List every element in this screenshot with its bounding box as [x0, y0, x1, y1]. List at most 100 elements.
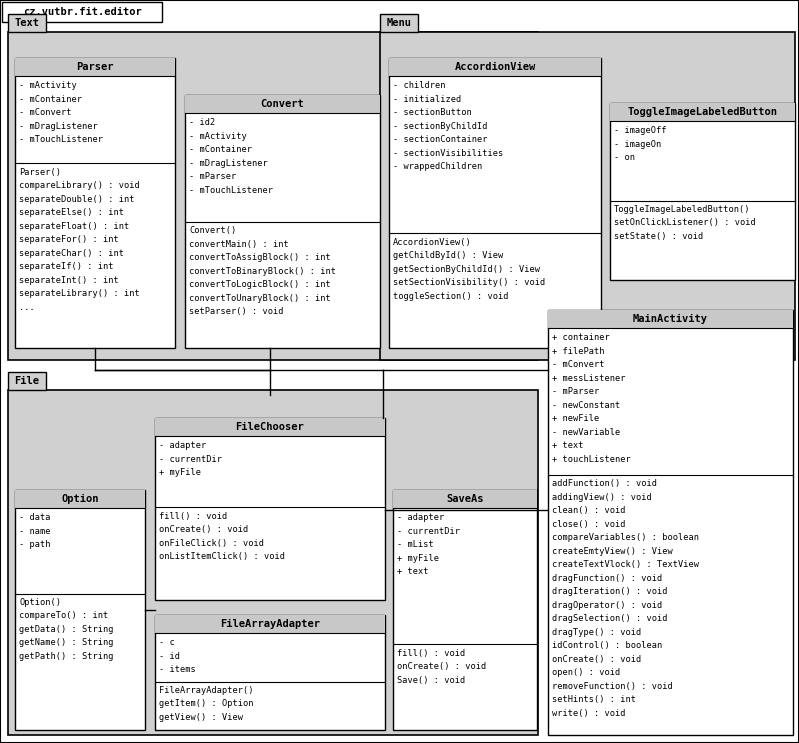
Bar [8, 390, 538, 735]
Text: write() : void: write() : void [552, 709, 626, 718]
Text: + filePath: + filePath [552, 347, 605, 356]
Text: Parser: Parser [76, 62, 113, 72]
Text: - mList: - mList [397, 540, 434, 549]
Text: - mDragListener: - mDragListener [189, 159, 268, 168]
Text: Convert: Convert [260, 99, 304, 109]
Bar [380, 32, 795, 360]
Text: convertToLogicBlock() : int: convertToLogicBlock() : int [189, 280, 331, 289]
Text: separateInt() : int: separateInt() : int [19, 276, 119, 285]
Text: - mParser: - mParser [189, 172, 237, 181]
Text: - children: - children [393, 81, 446, 90]
Bar [15, 58, 175, 348]
Text: dragType() : void: dragType() : void [552, 628, 642, 637]
Text: + container: + container [552, 334, 610, 343]
Text: setOnClickListener() : void: setOnClickListener() : void [614, 218, 756, 227]
Text: clean() : void: clean() : void [552, 506, 626, 515]
Text: getPath() : String: getPath() : String [19, 652, 113, 661]
Text: getView() : View: getView() : View [159, 713, 243, 721]
Text: - sectionButton: - sectionButton [393, 108, 471, 117]
Text: - mContainer: - mContainer [19, 95, 82, 104]
Text: - sectionContainer: - sectionContainer [393, 135, 487, 144]
Text: - newVariable: - newVariable [552, 428, 620, 437]
Text: onCreate() : void: onCreate() : void [397, 662, 487, 671]
Text: FileArrayAdapter(): FileArrayAdapter() [159, 686, 253, 695]
Text: getItem() : Option: getItem() : Option [159, 699, 253, 708]
Text: createTextVlock() : TextView: createTextVlock() : TextView [552, 560, 699, 569]
Text: dragSelection() : void: dragSelection() : void [552, 614, 667, 623]
Text: AccordionView(): AccordionView() [393, 238, 471, 247]
Bar [389, 58, 601, 348]
Bar [393, 490, 537, 730]
Text: Convert(): Convert() [189, 226, 237, 236]
Text: compareTo() : int: compareTo() : int [19, 611, 108, 620]
Bar [15, 490, 145, 508]
Text: separateIf() : int: separateIf() : int [19, 262, 113, 271]
Text: + messListener: + messListener [552, 374, 626, 383]
Bar [155, 418, 385, 436]
Text: - imageOff: - imageOff [614, 126, 666, 135]
Text: - name: - name [19, 527, 50, 536]
Text: separateFloat() : int: separateFloat() : int [19, 221, 129, 230]
Text: getSectionByChildId() : View: getSectionByChildId() : View [393, 265, 540, 273]
Text: - currentDir: - currentDir [159, 455, 222, 464]
Text: dragFunction() : void: dragFunction() : void [552, 574, 662, 583]
Text: FileArrayAdapter: FileArrayAdapter [220, 619, 320, 629]
Bar [2, 2, 162, 22]
Text: createEmtyView() : View: createEmtyView() : View [552, 547, 673, 556]
Text: convertToBinaryBlock() : int: convertToBinaryBlock() : int [189, 267, 336, 276]
Text: addFunction() : void: addFunction() : void [552, 479, 657, 488]
Text: - mActivity: - mActivity [19, 81, 77, 90]
Bar [548, 310, 793, 735]
Bar [610, 103, 795, 121]
Bar [393, 490, 537, 508]
Text: Text: Text [14, 18, 39, 28]
Text: open() : void: open() : void [552, 668, 620, 677]
Bar [8, 32, 538, 360]
Bar [15, 58, 175, 76]
Text: Option(): Option() [19, 598, 61, 607]
Text: setHints() : int: setHints() : int [552, 695, 636, 704]
Text: dragOperator() : void: dragOperator() : void [552, 600, 662, 609]
Text: idControl() : boolean: idControl() : boolean [552, 641, 662, 650]
Text: - currentDir: - currentDir [397, 527, 460, 536]
Text: MainActivity: MainActivity [633, 314, 708, 324]
Bar [185, 95, 380, 348]
Bar [548, 310, 793, 328]
Bar [610, 103, 795, 280]
Text: convertMain() : int: convertMain() : int [189, 240, 288, 249]
Text: setSectionVisibility() : void: setSectionVisibility() : void [393, 278, 545, 287]
Text: - mContainer: - mContainer [189, 145, 252, 155]
Text: separateElse() : int: separateElse() : int [19, 208, 124, 217]
Text: Menu: Menu [387, 18, 411, 28]
Text: separateFor() : int: separateFor() : int [19, 235, 119, 244]
Text: - path: - path [19, 540, 50, 549]
Text: - mTouchListener: - mTouchListener [19, 135, 103, 144]
Text: addingView() : void: addingView() : void [552, 493, 652, 502]
Text: - mConvert: - mConvert [552, 360, 605, 369]
Text: - data: - data [19, 513, 50, 522]
Text: ...: ... [19, 302, 34, 311]
Text: onListItemClick() : void: onListItemClick() : void [159, 552, 285, 561]
Text: - newConstant: - newConstant [552, 400, 620, 409]
Text: getName() : String: getName() : String [19, 638, 113, 647]
Text: close() : void: close() : void [552, 519, 626, 528]
Text: convertToUnaryBlock() : int: convertToUnaryBlock() : int [189, 293, 331, 302]
Bar [389, 58, 601, 76]
Bar [8, 14, 46, 32]
Text: - wrappedChildren: - wrappedChildren [393, 162, 483, 171]
Text: setState() : void: setState() : void [614, 232, 703, 241]
Text: Option: Option [62, 494, 99, 504]
Text: onCreate() : void: onCreate() : void [159, 525, 248, 534]
Text: onCreate() : void: onCreate() : void [552, 655, 642, 663]
Text: SaveAs: SaveAs [447, 494, 483, 504]
Text: ToggleImageLabeledButton: ToggleImageLabeledButton [627, 107, 777, 117]
Text: separateDouble() : int: separateDouble() : int [19, 195, 134, 204]
Text: getData() : String: getData() : String [19, 625, 113, 634]
Text: - sectionByChildId: - sectionByChildId [393, 122, 487, 131]
Bar [155, 418, 385, 600]
Text: + text: + text [397, 567, 428, 577]
Text: dragIteration() : void: dragIteration() : void [552, 587, 667, 596]
Bar [155, 615, 385, 633]
Bar [8, 372, 46, 390]
Text: removeFunction() : void: removeFunction() : void [552, 681, 673, 690]
